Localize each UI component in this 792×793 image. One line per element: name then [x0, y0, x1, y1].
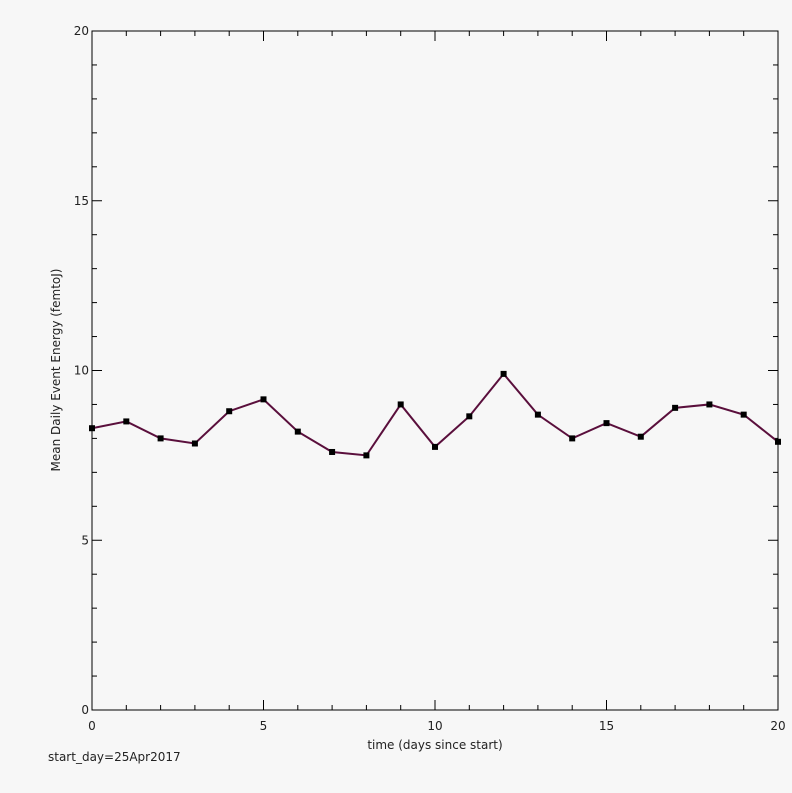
x-tick-label: 20: [770, 719, 785, 733]
data-point-marker: [397, 401, 404, 408]
data-point-marker: [466, 413, 473, 420]
data-point-marker: [775, 438, 781, 445]
data-point-marker: [329, 448, 336, 455]
data-point-marker: [740, 411, 747, 418]
data-point-marker: [226, 408, 233, 415]
y-tick-label: 0: [81, 703, 89, 717]
x-tick-label: 10: [427, 719, 442, 733]
x-tick-label: 5: [260, 719, 268, 733]
data-point-marker: [672, 404, 679, 411]
x-tick-label: 15: [599, 719, 614, 733]
data-point-marker: [603, 420, 610, 427]
data-point-marker: [637, 433, 644, 440]
axis-ticks: [91, 30, 779, 711]
x-tick-label: 0: [88, 719, 96, 733]
data-point-marker: [569, 435, 576, 442]
tick-labels: 0 5 10 15 20 0 5 10 15 20: [74, 24, 786, 733]
y-tick-label: 5: [81, 533, 89, 547]
x-axis-title: time (days since start): [367, 738, 502, 752]
data-point-marker: [89, 425, 95, 432]
y-tick-label: 15: [74, 194, 89, 208]
data-point-marker: [157, 435, 164, 442]
data-point-marker: [363, 452, 370, 459]
data-point-marker: [294, 428, 301, 435]
y-tick-label: 20: [74, 24, 89, 38]
data-point-marker: [534, 411, 541, 418]
y-axis-title: Mean Daily Event Energy (femtoJ): [49, 269, 63, 472]
start-day-annotation: start_day=25Apr2017: [48, 750, 181, 764]
plot-frame: [91, 30, 779, 711]
data-point-marker: [706, 401, 713, 408]
data-series: [89, 370, 781, 459]
data-point-marker: [500, 370, 507, 377]
data-point-marker: [191, 440, 198, 447]
data-point-marker: [432, 443, 438, 450]
y-tick-label: 10: [74, 364, 89, 378]
data-point-marker: [260, 396, 267, 403]
data-point-marker: [123, 418, 130, 425]
